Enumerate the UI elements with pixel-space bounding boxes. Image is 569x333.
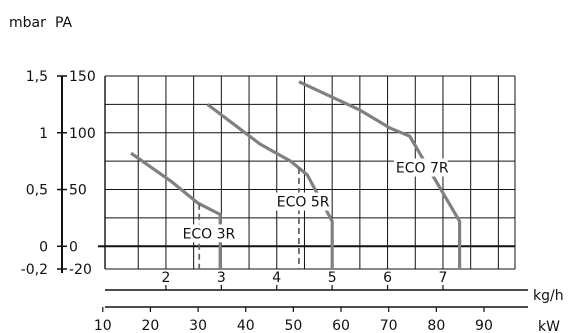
kgh-tick-label: 7: [439, 270, 448, 286]
series-label-2: ECO 5R: [277, 195, 330, 211]
mbar-tick-label: 0: [39, 239, 48, 255]
kw-tick-label: 50: [284, 318, 302, 333]
kgh-tick-label: 3: [217, 270, 226, 286]
pa-tick-label: 0: [69, 239, 78, 255]
mbar-tick-label: 0,5: [26, 183, 48, 199]
series-line-2: [206, 103, 334, 269]
kgh-tick-label: 2: [161, 270, 170, 286]
kw-tick-label: 70: [380, 318, 398, 333]
series-line-1: [130, 151, 222, 269]
pa-tick-label: -20: [69, 262, 92, 278]
mbar-tick-label: -0,2: [21, 262, 48, 278]
series-label-bg-3: [393, 158, 448, 177]
tick-labels: 1,5 1 0,5 0 -0,2 150 100 50 0 -20 2 3 4 5 6 7 10 20 30 40 50…: [21, 69, 493, 333]
kw-tick-label: 40: [237, 318, 255, 333]
kgh-tick-label: 4: [272, 270, 281, 286]
kw-tick-label: 80: [427, 318, 445, 333]
mbar-tick-label: 1,5: [26, 69, 48, 85]
pa-tick-label: 50: [69, 183, 87, 199]
kgh-tick-label: 5: [328, 270, 337, 286]
kw-tick-label: 90: [475, 318, 493, 333]
series-label-bg-2: [274, 192, 329, 211]
mbar-tick-label: 1: [39, 126, 48, 142]
kw-tick-label: 30: [189, 318, 207, 333]
series-label-1: ECO 3R: [183, 226, 236, 242]
kw-tick-label: 60: [332, 318, 350, 333]
pa-tick-label: 150: [69, 69, 96, 85]
kgh-tick-label: 6: [383, 270, 392, 286]
y-unit-left: mbar: [9, 15, 46, 31]
series-line-3: [298, 80, 462, 269]
y-unit-right: PA: [55, 15, 73, 31]
kw-tick-label: 10: [94, 318, 112, 333]
pa-tick-label: 100: [69, 126, 96, 142]
series-label-3: ECO 7R: [396, 161, 449, 177]
grid: [57, 75, 528, 312]
series-label-bg-1: [180, 224, 235, 243]
x-unit-top: kg/h: [533, 288, 564, 304]
series: ECO 3R ECO 5R ECO 7R: [130, 80, 462, 269]
x-unit-bottom: kW: [538, 319, 560, 333]
kw-tick-label: 20: [142, 318, 160, 333]
